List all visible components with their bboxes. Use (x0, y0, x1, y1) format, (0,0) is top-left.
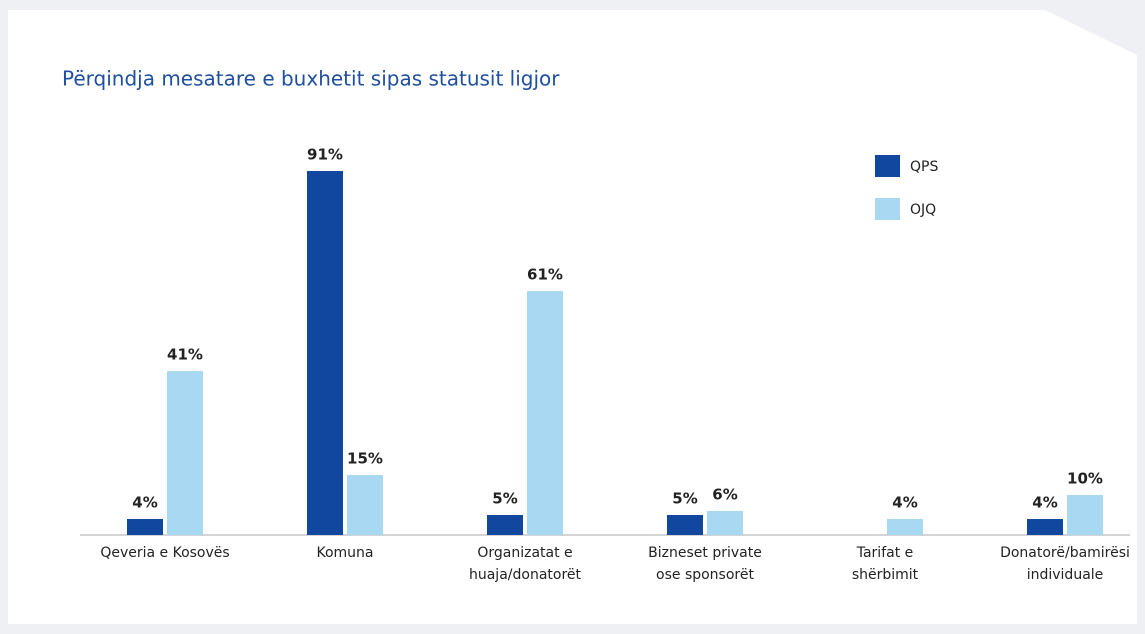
card (8, 10, 1137, 624)
bar (667, 515, 703, 535)
value-label: 6% (712, 486, 737, 504)
bar (707, 511, 743, 535)
value-label: 4% (132, 494, 157, 512)
chart-title: Përqindja mesatare e buxhetit sipas stat… (62, 67, 560, 91)
legend-swatch (875, 198, 900, 220)
bar (1067, 495, 1103, 535)
x-tick-label: Tarifat e (856, 545, 914, 561)
value-label: 91% (307, 146, 343, 164)
value-label: 41% (167, 346, 203, 364)
legend-label: OJQ (910, 202, 936, 218)
bar (1027, 519, 1063, 535)
value-label: 5% (492, 490, 517, 508)
value-label: 15% (347, 450, 383, 468)
value-label: 5% (672, 490, 697, 508)
x-tick-label: Qeveria e Kosovës (100, 545, 229, 561)
bar (127, 519, 163, 535)
bar (167, 371, 203, 535)
bar (527, 291, 563, 535)
x-tick-label: ose sponsorët (656, 567, 754, 583)
x-tick-label: shërbimit (852, 567, 919, 583)
x-tick-label: Donatorë/bamirësi (1000, 545, 1130, 561)
legend-label: QPS (910, 159, 938, 175)
value-label: 4% (1032, 494, 1057, 512)
value-label: 4% (892, 494, 917, 512)
x-tick-label: Komuna (316, 545, 373, 561)
x-tick-label: individuale (1027, 567, 1104, 583)
bar (487, 515, 523, 535)
legend-swatch (875, 155, 900, 177)
x-tick-label: Bizneset private (648, 545, 762, 561)
value-label: 61% (527, 266, 563, 284)
bar (307, 171, 343, 535)
bar (347, 475, 383, 535)
x-tick-label: Organizatat e (477, 545, 572, 561)
value-label: 10% (1067, 470, 1103, 488)
bar (887, 519, 923, 535)
x-tick-label: huaja/donatorët (469, 567, 582, 583)
